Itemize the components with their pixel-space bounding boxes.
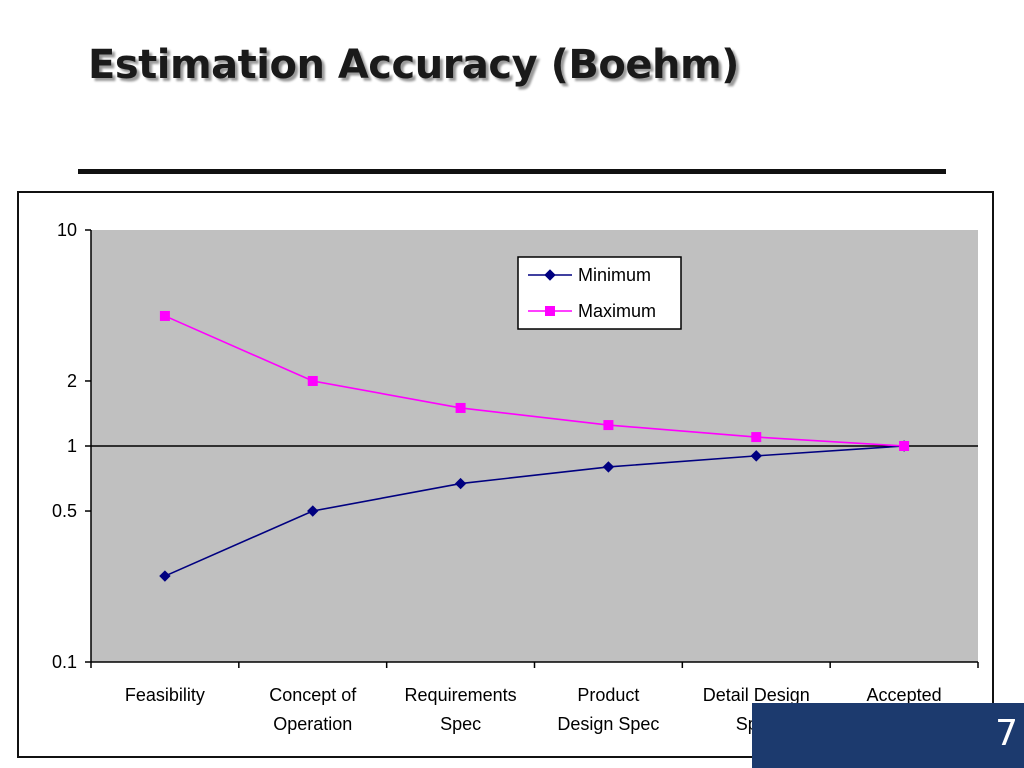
title-rule	[78, 169, 946, 174]
x-tick-label: Requirements Spec	[405, 685, 517, 734]
legend-marker-minimum	[544, 269, 556, 281]
legend-label-minimum: Minimum	[578, 265, 651, 285]
page-number: 7	[995, 713, 1018, 754]
chart-legend: Minimum Maximum	[517, 256, 682, 330]
data-point-minimum	[602, 461, 615, 473]
data-point-maximum	[159, 310, 170, 321]
data-point-minimum	[750, 450, 762, 462]
data-point-maximum	[455, 402, 466, 413]
data-point-minimum	[307, 505, 319, 517]
data-point-maximum	[751, 432, 762, 443]
y-tick-label: 2	[67, 371, 77, 391]
data-point-maximum	[899, 441, 910, 451]
data-point-minimum	[454, 477, 467, 490]
x-tick-label: Feasibility	[125, 685, 205, 705]
series-line-maximum	[164, 315, 905, 447]
y-tick-label: 0.1	[52, 652, 77, 672]
y-tick-label: 0.5	[52, 501, 77, 521]
legend-label-maximum: Maximum	[578, 301, 656, 321]
legend-box	[517, 256, 682, 330]
slide-title: Estimation Accuracy (Boehm)	[88, 42, 739, 88]
y-tick-label: 10	[57, 220, 77, 240]
footer-band: 7	[752, 703, 1024, 768]
data-point-minimum	[159, 570, 171, 582]
y-tick-label: 1	[67, 436, 77, 456]
chart-svg: 10 2 1 0.5 0.1 Feasibility Concept of Operation…	[52, 220, 979, 734]
legend-marker-maximum	[545, 306, 555, 316]
series-line-minimum	[164, 445, 905, 577]
data-point-maximum	[603, 420, 614, 431]
x-tick-label: Product Design Spec	[557, 685, 659, 734]
data-point-maximum	[307, 375, 318, 386]
chart-frame: 10 2 1 0.5 0.1 Feasibility Concept of Operation…	[17, 191, 994, 758]
x-tick-label: Concept of Operation	[269, 685, 357, 734]
